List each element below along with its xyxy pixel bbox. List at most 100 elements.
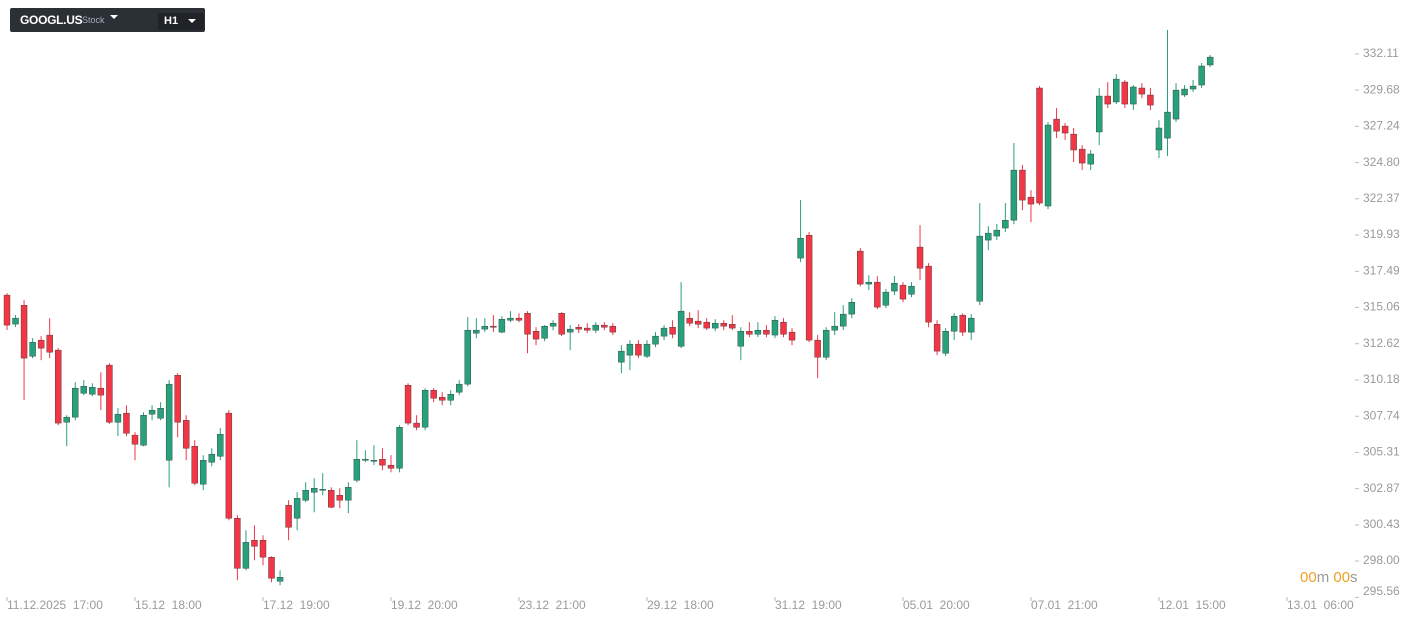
candle-body: [387, 464, 395, 469]
candle-body: [498, 318, 506, 333]
candle-body: [421, 390, 429, 428]
candle-body: [1181, 88, 1188, 96]
countdown-minutes: 00: [1300, 569, 1317, 586]
candle-body: [584, 327, 591, 331]
candle-body: [1104, 95, 1111, 105]
candle-body: [89, 387, 96, 395]
candle-body: [72, 387, 79, 418]
y-tick-label: 300.43: [1363, 517, 1400, 531]
candle-body: [925, 265, 932, 323]
candle-body: [1096, 95, 1103, 133]
candle-body: [276, 577, 284, 582]
candle-body: [174, 375, 181, 423]
candle-body: [643, 343, 651, 357]
candle-body: [933, 324, 941, 352]
countdown-unit: s: [1350, 569, 1358, 586]
candle-body: [319, 489, 326, 491]
candle-body: [234, 518, 241, 569]
candle-body: [1138, 87, 1146, 95]
x-tick-label: 05.01 20:00: [903, 598, 970, 612]
candle-countdown: 00m 00s: [1300, 569, 1358, 586]
candle-body: [720, 322, 727, 327]
candle-body: [1113, 78, 1120, 103]
candle-body: [942, 331, 949, 354]
y-tick-label: 315.06: [1363, 300, 1400, 314]
instrument-kind: Stock: [82, 15, 105, 25]
candle-body: [831, 325, 838, 331]
candle-body: [148, 409, 156, 415]
interval-label: H1: [164, 15, 179, 27]
candle-body: [507, 317, 514, 321]
y-tick-label: 310.18: [1363, 372, 1400, 386]
candle-body: [754, 329, 762, 335]
candle-body: [310, 488, 318, 493]
candle-body: [336, 494, 343, 501]
candle-body: [677, 310, 685, 347]
candle-body: [302, 490, 309, 501]
x-tick-label: 17.12 19:00: [263, 598, 330, 612]
candle-body: [191, 446, 198, 484]
candle-body: [532, 331, 540, 340]
candle-body: [97, 387, 105, 396]
candle-body: [396, 427, 403, 469]
symbol-dropdown[interactable]: [110, 15, 118, 19]
candle-body: [29, 342, 36, 357]
candle-body: [737, 331, 745, 347]
candle-body: [874, 281, 881, 308]
candle-body: [1002, 219, 1009, 229]
x-tick-label: 07.01 21:00: [1031, 598, 1098, 612]
candle-body: [328, 490, 335, 508]
candle-body: [805, 234, 813, 341]
candle-body: [1130, 86, 1137, 105]
candle-body: [763, 329, 770, 335]
candle-body: [891, 283, 898, 292]
interval-selector[interactable]: H1: [158, 13, 204, 30]
candle-body: [490, 325, 497, 328]
candle-body: [1010, 169, 1018, 221]
candle-body: [575, 327, 582, 330]
candle-body: [814, 339, 821, 358]
candle-body: [404, 384, 412, 424]
candle-body: [438, 397, 446, 401]
x-tick-label: 13.01 06:00: [1287, 598, 1354, 612]
candle-body: [985, 232, 992, 241]
candle-body: [464, 329, 471, 385]
candle-body: [1044, 124, 1052, 207]
candle-body: [1078, 148, 1086, 164]
candle-body: [456, 383, 463, 393]
candle-body: [601, 324, 608, 328]
y-tick-label: 327.24: [1363, 119, 1400, 133]
candle-body: [1061, 125, 1069, 134]
y-tick-label: 305.31: [1363, 445, 1400, 459]
candle-body: [746, 331, 753, 335]
candle-body: [558, 313, 565, 335]
candle-body: [857, 250, 864, 285]
y-tick-label: 298.00: [1363, 553, 1400, 567]
candle-body: [1172, 89, 1180, 120]
candle-body: [1121, 81, 1129, 105]
candle-body: [780, 321, 787, 335]
candle-body: [3, 294, 11, 326]
x-tick-label: 11.12.2025 17:00: [7, 598, 103, 612]
candle-body: [123, 412, 130, 434]
y-tick-label: 332.11: [1363, 46, 1399, 60]
candle-body: [481, 325, 489, 330]
symbol-name[interactable]: GOOGL.US: [20, 13, 83, 27]
candle-body: [541, 325, 548, 339]
candle-body: [959, 314, 966, 333]
candle-body: [1198, 65, 1205, 86]
candle-body: [626, 343, 634, 356]
candle-body: [157, 408, 164, 419]
candle-body: [1189, 85, 1197, 90]
candle-body: [268, 556, 275, 579]
candle-body: [882, 291, 890, 306]
candle-body: [635, 343, 642, 356]
candle-body: [712, 322, 719, 329]
interval-dropdown[interactable]: [188, 19, 196, 23]
candle-body: [1070, 133, 1077, 151]
candle-body: [1019, 169, 1026, 201]
candle-body: [20, 305, 28, 359]
candle-body: [251, 540, 258, 547]
